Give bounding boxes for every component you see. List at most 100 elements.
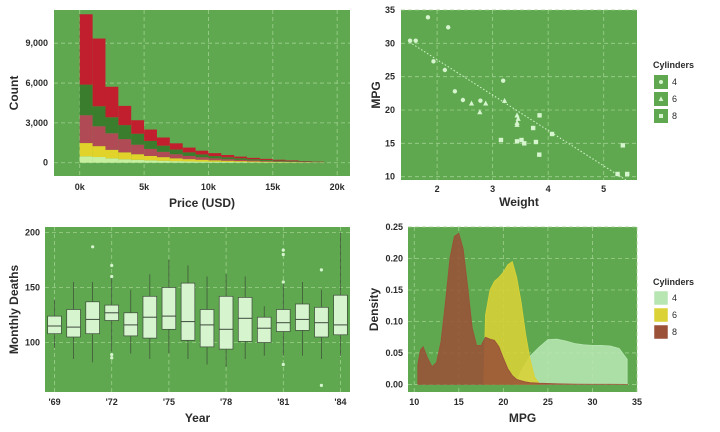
histogram-bar-yellow <box>79 143 93 157</box>
y-tick-label: 150 <box>25 283 40 293</box>
scatter-point-cyl-8 <box>530 125 536 131</box>
scatter-point-cyl-8 <box>514 139 520 144</box>
x-tick-label: 10k <box>201 182 217 192</box>
box-1984 <box>333 294 348 336</box>
histogram-bar-palegreen <box>105 158 119 163</box>
scatter-point-cyl-8 <box>519 137 524 143</box>
scatter-point-cyl-8 <box>620 143 626 148</box>
x-tick-label: 4 <box>546 184 551 194</box>
legend-marker-cyl-4 <box>659 80 663 84</box>
legend-swatch-cyl-4 <box>653 290 669 306</box>
legend-label: 4 <box>672 77 677 87</box>
deaths-boxplot-chart: '69 '72 '75 '78 '81 '84 100 150 200 Year Monthly D… <box>7 227 350 425</box>
scatter-point-cyl-6 <box>477 109 483 115</box>
x-tick-label: 10 <box>409 397 419 407</box>
histogram-bar-darkgreen <box>131 133 145 145</box>
histogram-bar-red <box>144 129 157 141</box>
y-tick-label: 0.20 <box>385 253 403 263</box>
box-outlier <box>110 274 114 279</box>
scatter-point-cyl-4 <box>407 38 413 43</box>
box-outlier <box>110 356 114 360</box>
x-tick-label: 35 <box>632 397 642 407</box>
y-tick-label: 9,000 <box>25 38 48 48</box>
x-axis-title: MPG <box>509 411 536 425</box>
scatter-point-cyl-6 <box>501 97 508 103</box>
histogram-bar-rose <box>182 155 196 160</box>
legend-label: 8 <box>672 111 677 121</box>
x-tick-label: '84 <box>334 397 346 407</box>
scatter-point-cyl-4 <box>446 25 451 30</box>
y-tick-label: 30 <box>385 38 395 48</box>
x-tick-label: 30 <box>587 397 597 407</box>
histogram-bar-darkgreen <box>247 159 260 161</box>
box-1982 <box>295 303 310 331</box>
trend-line <box>409 41 627 181</box>
box-1970 <box>66 309 81 338</box>
box-1969 <box>47 315 62 335</box>
mpg-density-chart: 10 15 20 25 30 35 0.00 0.05 0.10 0.15 0.20 0.25 MPG D… <box>367 222 694 425</box>
histogram-bar-red <box>285 160 299 162</box>
histogram-bar-red <box>118 105 132 126</box>
histogram-bar-rose <box>272 161 286 162</box>
x-axis-title: Weight <box>499 195 539 209</box>
density-area-cyl-4 <box>515 338 628 385</box>
histogram-bar-palegreen <box>208 161 222 163</box>
histogram-bar-red <box>272 159 286 161</box>
histogram-bar-palegreen <box>118 159 132 163</box>
plot-panel <box>401 10 637 180</box>
histogram-bar-yellow <box>156 157 170 161</box>
x-axis-title: Year <box>185 411 211 425</box>
histogram-bar-rose <box>92 126 106 147</box>
box-1973 <box>123 312 138 337</box>
histogram-bar-rose <box>144 148 157 156</box>
y-tick-label: 25 <box>385 72 395 82</box>
histogram-bar-red <box>221 155 235 158</box>
histogram-bar-palegreen <box>221 161 235 163</box>
histogram-bar-palegreen <box>156 160 170 163</box>
histogram-bar-palegreen <box>92 157 106 163</box>
y-tick-label: 0.15 <box>385 285 403 295</box>
histogram-bar-rose <box>118 139 132 153</box>
box-1979 <box>237 297 253 342</box>
scatter-point-cyl-8 <box>549 131 555 137</box>
y-tick-label: 0.00 <box>385 379 403 389</box>
box-1983 <box>314 306 329 338</box>
legend-marker-cyl-8 <box>659 114 663 118</box>
legend-label: 6 <box>672 94 677 104</box>
histogram-bar-red <box>92 38 106 107</box>
x-tick-label: 2 <box>435 184 440 194</box>
scatter-point-cyl-8 <box>615 171 620 177</box>
box-outlier <box>281 248 285 252</box>
x-tick-label: '69 <box>48 397 60 407</box>
histogram-bar-yellow <box>92 146 106 158</box>
histogram-bar-darkgreen <box>105 117 119 134</box>
histogram-bar-red <box>234 156 248 159</box>
box-outlier <box>319 383 324 387</box>
scatter-point-cyl-4 <box>442 67 448 73</box>
box-1981 <box>276 309 291 332</box>
histogram-bar-rose <box>79 115 93 144</box>
histogram-bar-rose <box>234 159 248 162</box>
histogram-bar-yellow <box>234 161 248 163</box>
y-axis-title: Monthly Deaths <box>7 265 21 355</box>
y-tick-label: 3,000 <box>25 118 48 128</box>
histogram-bar-darkgreen <box>182 152 196 156</box>
histogram-bar-yellow <box>221 160 235 162</box>
x-tick-label: 5 <box>601 184 606 194</box>
histogram-bar-darkgreen <box>221 157 235 160</box>
histogram-bar-yellow <box>118 152 132 160</box>
scatter-point-cyl-8 <box>498 137 504 143</box>
histogram-bar-yellow <box>195 159 209 162</box>
scatter-point-cyl-8 <box>522 141 527 146</box>
histogram-bar-red <box>195 150 209 155</box>
histogram-bar-rose <box>259 160 273 162</box>
scatter-point-cyl-8 <box>537 113 542 118</box>
scatter-point-cyl-4 <box>478 98 483 103</box>
y-tick-label: 0 <box>43 158 48 168</box>
histogram-bar-red <box>131 120 145 134</box>
histogram-bar-red <box>79 14 93 85</box>
box-outlier <box>319 268 324 272</box>
histogram-bar-darkgreen <box>234 158 248 160</box>
price-histogram-chart: 0k 5k 10k 15k 20k 0 3,000 6,000 9,000 Price (USD)… <box>7 10 350 210</box>
histogram-bar-yellow <box>247 161 260 163</box>
